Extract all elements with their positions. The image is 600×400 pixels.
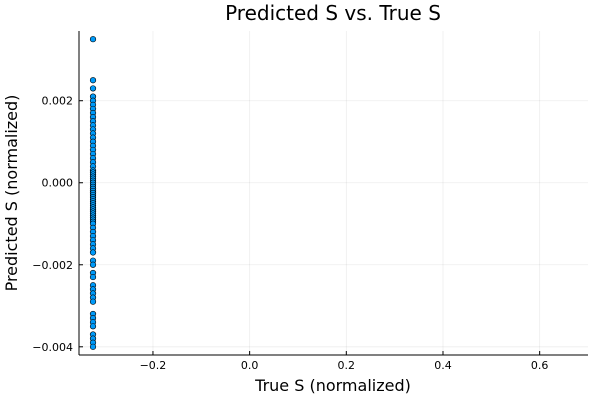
- data-point: [89, 298, 97, 305]
- x-tick-label: 0.6: [531, 359, 549, 372]
- x-tick-label: −0.2: [140, 359, 167, 372]
- x-tick-label: 0.4: [434, 359, 452, 372]
- axes: [78, 31, 588, 356]
- data-point: [89, 273, 97, 281]
- x-ticks: −0.2 0.0 0.2 0.4 0.6: [140, 351, 549, 372]
- data-point: [89, 36, 97, 43]
- y-tick-label: 0.000: [42, 177, 74, 190]
- y-tick-label: −0.002: [32, 259, 73, 272]
- x-tick-label: 0.0: [241, 359, 259, 372]
- y-tick-label: −0.004: [32, 341, 73, 354]
- x-tick-label: 0.2: [338, 359, 356, 372]
- chart-title: Predicted S vs. True S: [225, 1, 441, 25]
- data-points: [89, 36, 97, 350]
- data-point: [89, 77, 97, 84]
- data-point: [89, 323, 97, 330]
- data-point: [89, 249, 97, 256]
- data-point: [89, 85, 97, 92]
- data-point: [89, 261, 97, 268]
- data-point: [89, 343, 97, 350]
- x-axis-label: True S (normalized): [254, 376, 411, 395]
- y-axis-label: Predicted S (normalized): [2, 95, 21, 292]
- y-tick-label: 0.002: [42, 95, 74, 108]
- grid: [79, 31, 588, 355]
- y-ticks: −0.004 −0.002 0.000 0.002: [32, 95, 83, 354]
